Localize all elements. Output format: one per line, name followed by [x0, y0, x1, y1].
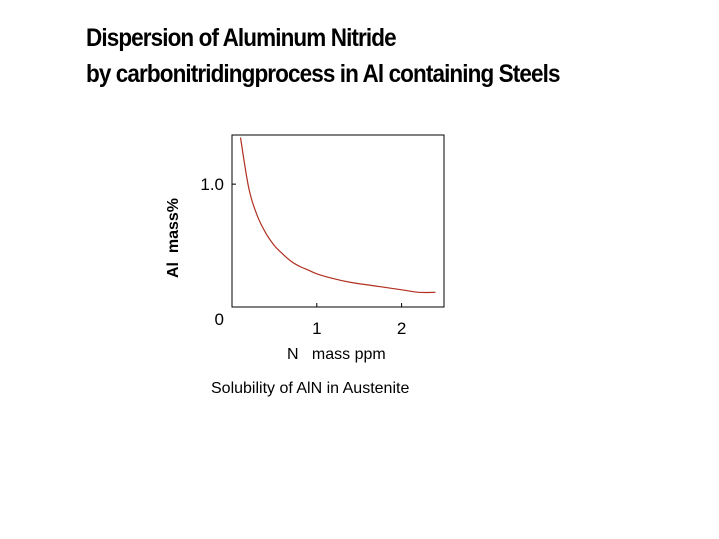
y-axis-label: Al mass% — [165, 198, 182, 278]
x-tick-label-0: 1 — [312, 319, 321, 338]
y-tick-label-0: 0 — [215, 310, 224, 329]
plot-frame — [231, 134, 445, 308]
x-tick-label-1: 2 — [397, 319, 406, 338]
y-tick-labels: 01.0 — [200, 175, 224, 329]
y-tick-label-1: 1.0 — [200, 175, 224, 194]
title-line-2: by carbonitridingprocess in Al containin… — [86, 60, 560, 88]
x-axis-label: N mass ppm — [287, 346, 386, 363]
series-layer — [239, 137, 436, 294]
chart-caption: Solubility of AlN in Austenite — [211, 380, 409, 397]
tick-marks — [232, 183, 403, 308]
series-line-0 — [239, 137, 436, 294]
title-line-1: Dispersion of Aluminum Nitride — [86, 24, 397, 52]
